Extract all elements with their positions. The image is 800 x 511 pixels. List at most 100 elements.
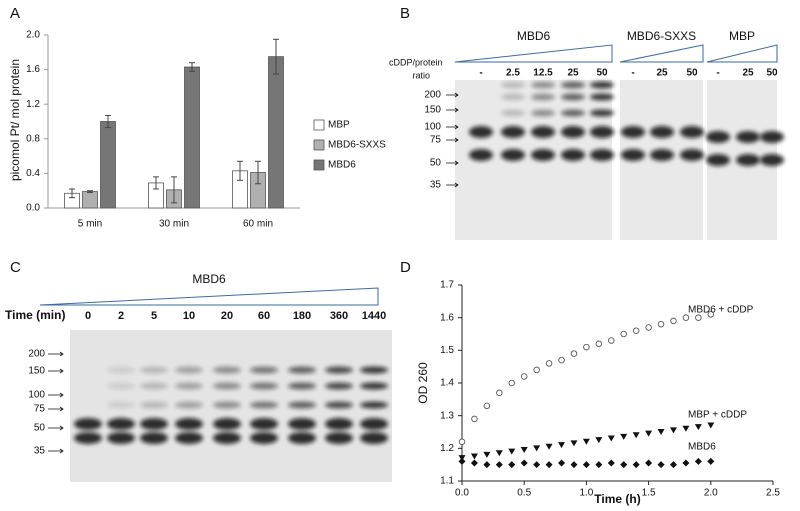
point bbox=[533, 445, 541, 452]
point bbox=[632, 327, 640, 334]
point bbox=[620, 330, 627, 338]
group-label: MBD6 bbox=[192, 272, 226, 286]
marker-label: 50 bbox=[34, 423, 46, 434]
gel-band bbox=[561, 93, 585, 101]
point bbox=[657, 429, 665, 435]
x-tick-label: 2.0 bbox=[704, 488, 718, 499]
x-axis-label: Time (h) bbox=[594, 492, 640, 506]
lane-label: 2.5 bbox=[506, 68, 520, 79]
gel-band bbox=[140, 432, 168, 444]
point bbox=[483, 451, 491, 458]
y-tick-label: 1.4 bbox=[440, 378, 454, 389]
y-tick-label: 1.6 bbox=[26, 64, 40, 75]
error-bar bbox=[153, 176, 159, 190]
point bbox=[632, 432, 640, 439]
panel-label: B bbox=[400, 5, 410, 22]
marker-label: 35 bbox=[34, 446, 46, 457]
gel-band bbox=[74, 432, 102, 444]
marker-label: 200 bbox=[28, 349, 45, 360]
marker-label: 200 bbox=[424, 90, 441, 101]
gel-band bbox=[706, 154, 730, 166]
lane-axis-label: cDDP/protein bbox=[389, 57, 443, 67]
group-label: MBD6-SXXS bbox=[627, 29, 696, 43]
point bbox=[682, 425, 690, 432]
point bbox=[707, 422, 715, 429]
point bbox=[508, 448, 516, 455]
gel-band bbox=[213, 401, 241, 409]
panel-label: D bbox=[400, 259, 411, 276]
lane-label: 360 bbox=[330, 310, 348, 322]
gel-band bbox=[590, 126, 614, 138]
y-tick-label: 0.4 bbox=[26, 168, 40, 179]
series-label: MBD6 + cDDP bbox=[688, 305, 754, 316]
x-tick-label: 0.5 bbox=[517, 488, 531, 499]
lane-label: 180 bbox=[293, 310, 311, 322]
marker-arrow bbox=[48, 392, 64, 398]
gel-band bbox=[590, 93, 614, 101]
point bbox=[545, 461, 553, 469]
point bbox=[470, 453, 478, 460]
point bbox=[483, 402, 491, 410]
point bbox=[582, 461, 590, 469]
point bbox=[682, 459, 690, 467]
lane-label: 1440 bbox=[362, 310, 386, 322]
point bbox=[682, 314, 690, 321]
marker-label: 50 bbox=[430, 158, 442, 169]
gel-band bbox=[650, 126, 674, 138]
gel-band bbox=[288, 401, 316, 409]
gel-band bbox=[175, 366, 203, 374]
point bbox=[645, 430, 653, 437]
panel-label: C bbox=[10, 259, 21, 276]
x-tick-label: 60 min bbox=[243, 219, 273, 230]
gel-band bbox=[250, 432, 278, 444]
point bbox=[694, 457, 702, 465]
error-bar bbox=[171, 176, 177, 204]
gel-band bbox=[501, 93, 525, 101]
lane-label: 50 bbox=[766, 68, 778, 79]
point bbox=[670, 317, 677, 325]
series-label: MBD6 bbox=[688, 442, 716, 453]
marker-label: 100 bbox=[28, 390, 45, 401]
point bbox=[595, 437, 603, 444]
marker-arrow bbox=[48, 351, 64, 357]
point bbox=[483, 461, 491, 469]
y-tick-label: 1.1 bbox=[440, 476, 454, 487]
point bbox=[570, 440, 578, 447]
point bbox=[558, 459, 566, 467]
point bbox=[458, 438, 466, 446]
y-tick-label: 2.0 bbox=[26, 30, 40, 41]
gel-band bbox=[621, 149, 645, 161]
y-tick-label: 1.2 bbox=[26, 99, 40, 110]
gel-band bbox=[531, 126, 555, 138]
gel-band bbox=[531, 93, 555, 101]
point bbox=[545, 360, 553, 367]
error-bar bbox=[273, 38, 279, 75]
marker-label: 150 bbox=[424, 105, 441, 116]
point bbox=[520, 459, 528, 467]
group-label: MBP bbox=[729, 29, 755, 43]
gel-band bbox=[250, 401, 278, 409]
gel-band bbox=[561, 149, 585, 161]
point bbox=[595, 461, 603, 469]
gel-band bbox=[175, 432, 203, 444]
point bbox=[520, 373, 528, 380]
point bbox=[533, 366, 540, 374]
point bbox=[458, 457, 466, 465]
bar bbox=[100, 121, 116, 209]
gel-band bbox=[650, 149, 674, 161]
gel-band bbox=[175, 401, 203, 409]
gel-band bbox=[213, 418, 241, 430]
gel-band bbox=[325, 401, 353, 409]
gel-band bbox=[590, 109, 614, 117]
marker-arrow bbox=[48, 406, 64, 412]
lane-label: 50 bbox=[596, 68, 608, 79]
point bbox=[471, 415, 478, 423]
gel-band bbox=[469, 126, 493, 138]
y-tick-label: 1.3 bbox=[440, 410, 454, 421]
gel-band bbox=[140, 382, 168, 390]
lane-label: 25 bbox=[742, 68, 754, 79]
point bbox=[558, 442, 566, 449]
gel-band bbox=[501, 126, 525, 138]
gel-band bbox=[501, 109, 525, 117]
